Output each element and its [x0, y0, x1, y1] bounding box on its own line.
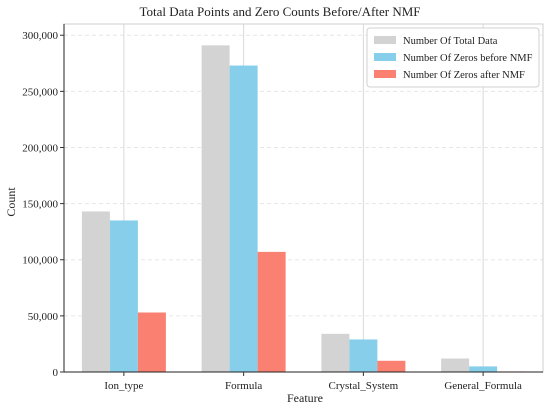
x-tick-label: Crystal_System: [329, 380, 399, 392]
legend-label: Number Of Zeros before NMF: [403, 53, 533, 64]
chart-title: Total Data Points and Zero Counts Before…: [139, 4, 420, 19]
bar: [441, 358, 470, 372]
bar: [349, 339, 378, 372]
y-tick-label: 150,000: [22, 199, 58, 211]
x-axis-label: Feature: [287, 391, 323, 405]
y-tick-label: 100,000: [22, 255, 58, 267]
legend-swatch: [374, 36, 396, 44]
x-tick-label: Ion_type: [104, 380, 143, 392]
bar: [257, 251, 286, 372]
bars: [81, 45, 526, 372]
y-tick-label: 300,000: [22, 30, 58, 42]
x-tick-label: Formula: [225, 380, 262, 392]
axes: [63, 23, 544, 373]
bar: [109, 220, 138, 372]
y-tick-label: 250,000: [22, 86, 58, 98]
y-tick-label: 50,000: [28, 311, 59, 323]
legend-swatch: [374, 53, 396, 61]
y-tick-label: 200,000: [22, 142, 58, 154]
x-tick-label: General_Formula: [444, 380, 522, 392]
bar: [201, 45, 230, 372]
legend-swatch: [374, 70, 396, 78]
bar: [377, 360, 406, 372]
x-axis-ticks: Ion_type Formula Crystal_System General_For…: [104, 372, 522, 392]
legend-label: Number Of Zeros after NMF: [403, 70, 525, 81]
y-axis-ticks: 0 50,000 100,000 150,000 200,000 250,000 300,0…: [22, 30, 64, 379]
y-axis-label: Count: [4, 187, 18, 217]
bar: [321, 333, 350, 372]
bar: [81, 211, 110, 372]
legend-box: [366, 27, 540, 88]
bar: [469, 366, 498, 372]
y-tick-label: 0: [53, 367, 59, 379]
legend-label: Number Of Total Data: [403, 36, 498, 47]
legend: Number Of Total Data Number Of Zeros befo…: [366, 27, 540, 88]
bar: [229, 65, 258, 372]
bar: [137, 312, 166, 372]
